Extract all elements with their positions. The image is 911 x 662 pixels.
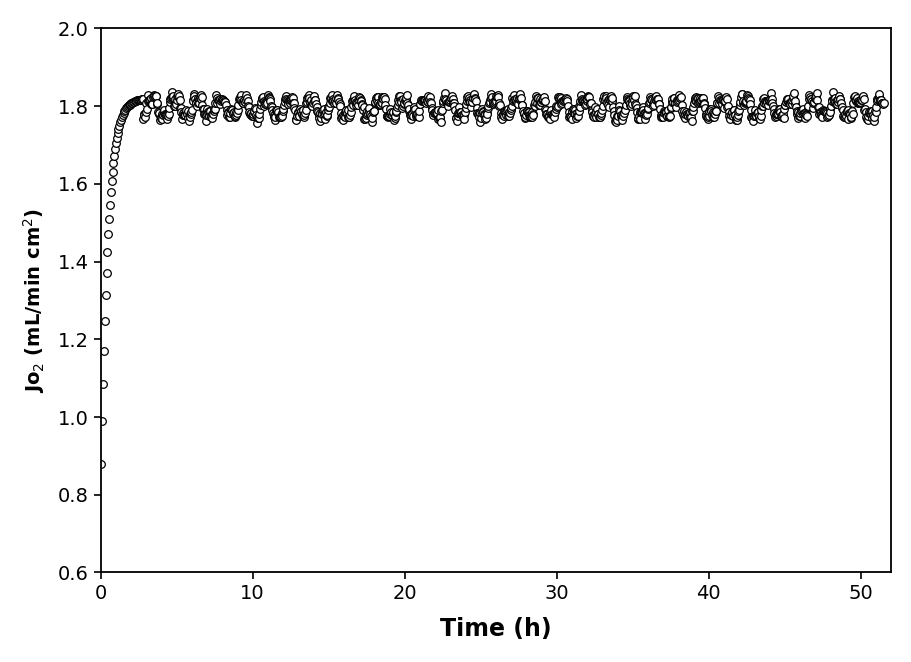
X-axis label: Time (h): Time (h) — [440, 617, 551, 641]
Y-axis label: Jo$_2$ (mL/min cm$^2$): Jo$_2$ (mL/min cm$^2$) — [21, 208, 46, 393]
